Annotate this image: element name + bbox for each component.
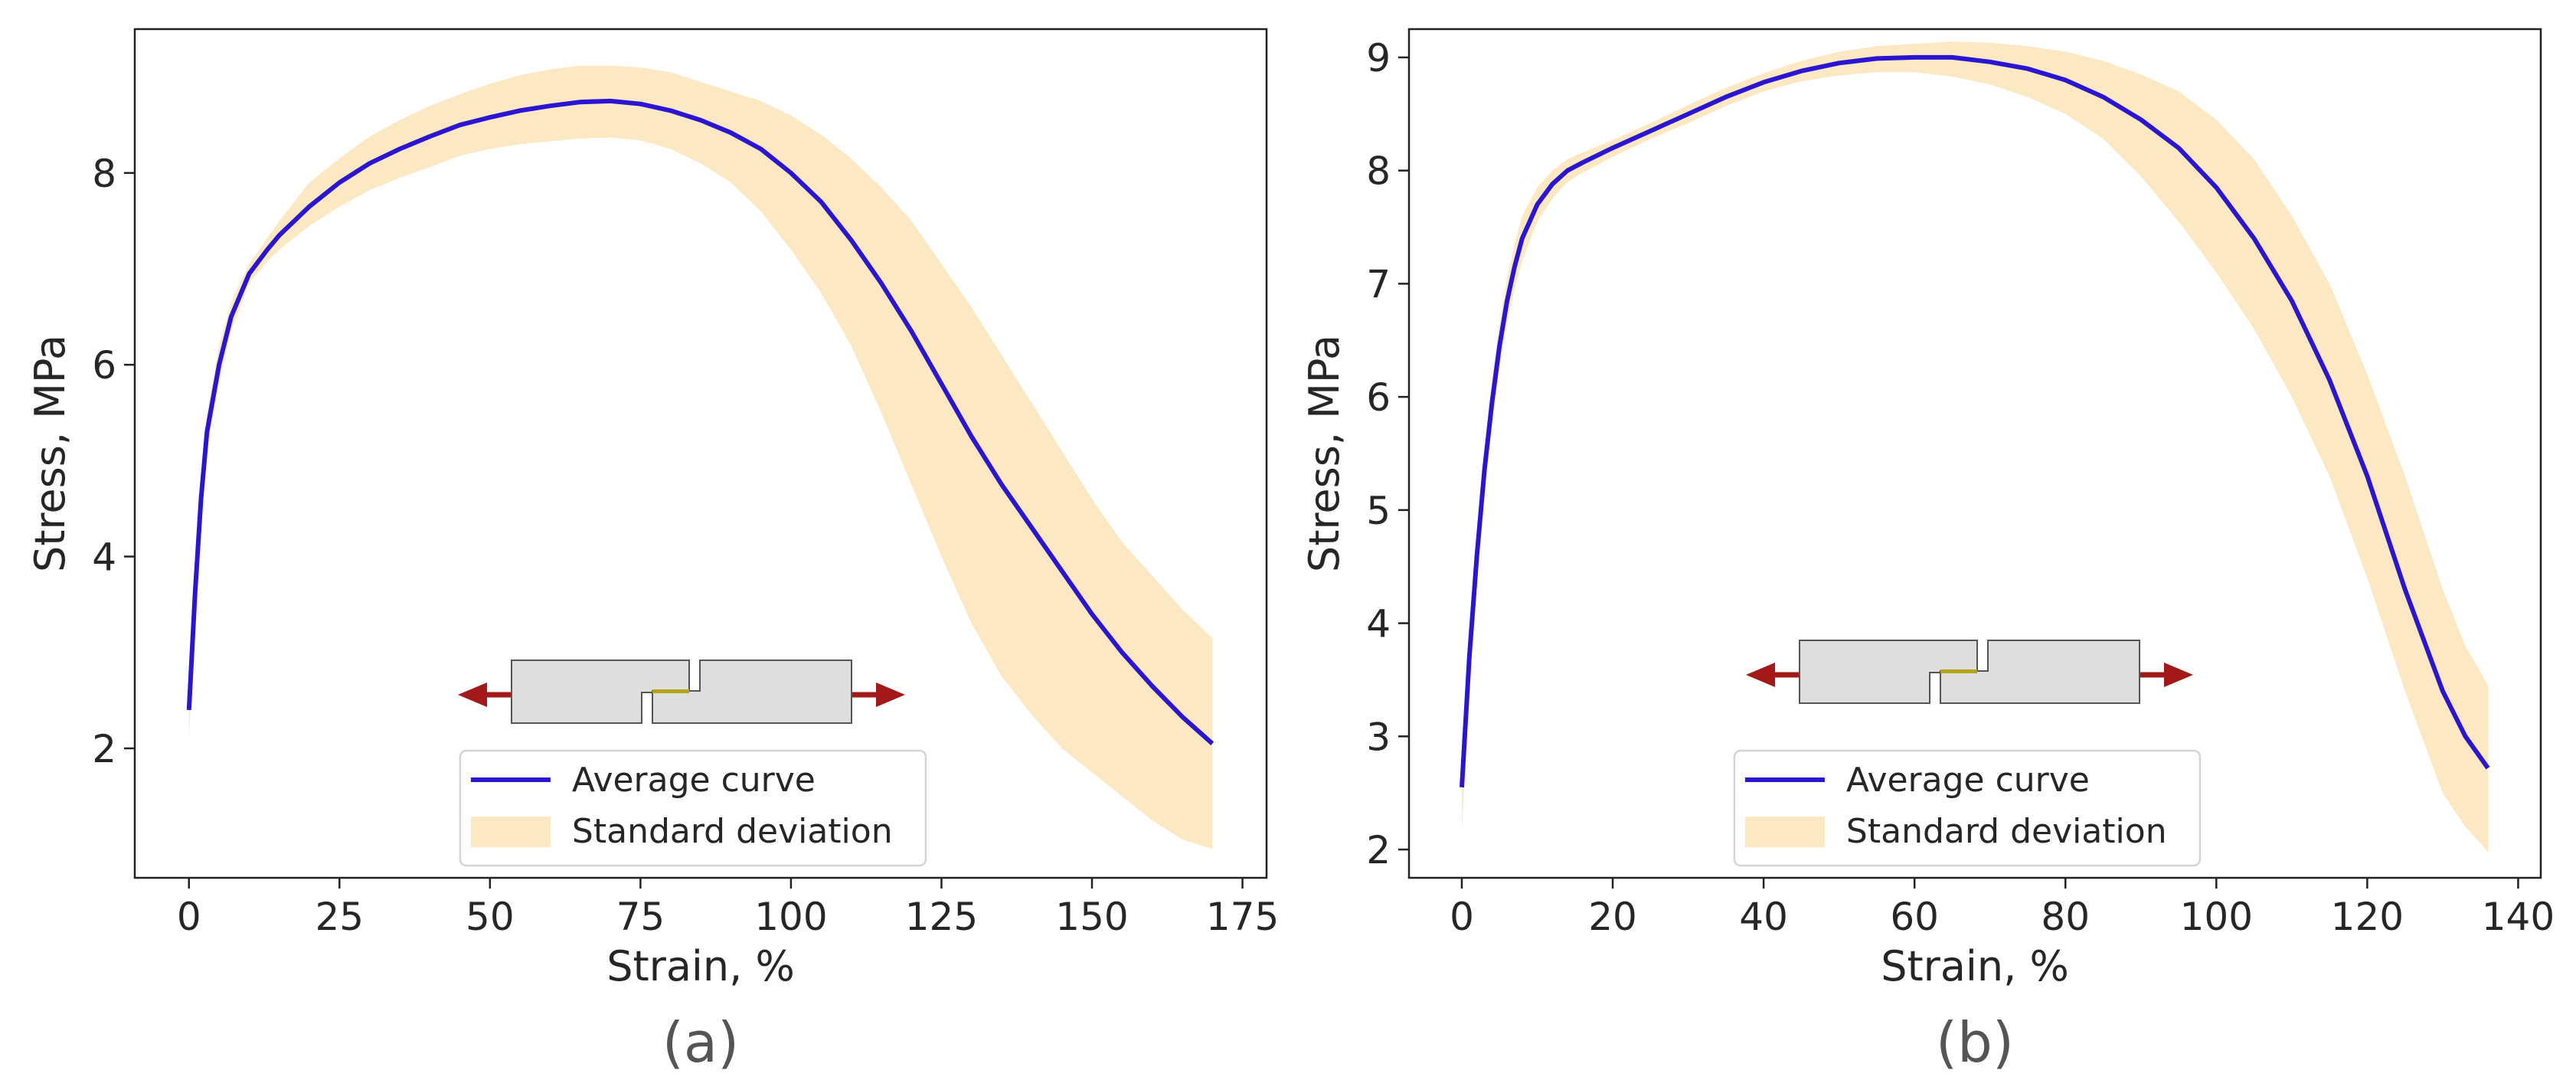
average-curve-line (186, 98, 1214, 745)
legend: Average curve Standard deviation (1733, 749, 2202, 867)
left-arrow-icon (458, 682, 487, 707)
x-tick-label: 120 (2331, 895, 2404, 939)
legend-average-label: Average curve (572, 761, 816, 800)
x-tick-label: 60 (1890, 895, 1939, 939)
right-adherend (652, 660, 852, 724)
legend-box (1733, 749, 2202, 867)
x-tick-label: 0 (1450, 895, 1474, 939)
x-tick-label: 175 (1206, 895, 1279, 939)
y-axis-label: Stress, MPa (26, 335, 74, 572)
chart-panel-b: 0 20 40 60 80 100 120 140 2 3 4 5 6 7 8 9 Strain, % Stres… (1300, 28, 2555, 1075)
legend-std-swatch (470, 817, 551, 847)
left-adherend (1799, 640, 1978, 704)
x-tick-label: 100 (754, 895, 827, 939)
legend-std-label: Standard deviation (1846, 812, 2167, 851)
x-tick-label: 50 (466, 895, 515, 939)
x-tick-label: 20 (1588, 895, 1637, 939)
x-axis-label: Strain, % (1881, 942, 2069, 990)
x-tick-label: 100 (2180, 895, 2253, 939)
y-tick-label: 3 (1366, 715, 1391, 759)
right-arrow-icon (2164, 663, 2193, 687)
y-tick-label: 2 (1366, 828, 1391, 872)
chart-panel-a: 0 25 50 75 100 125 150 175 2 4 6 8 Strain, % Stress, … (26, 28, 1279, 1075)
panel-label: (a) (662, 1010, 739, 1075)
right-adherend (1940, 640, 2140, 704)
left-adherend (511, 660, 690, 724)
x-tick-label: 125 (905, 895, 978, 939)
right-arrow-icon (876, 682, 905, 707)
y-tick-label: 4 (92, 535, 116, 580)
y-tick-label: 6 (92, 343, 116, 388)
y-tick-label: 8 (1366, 149, 1391, 194)
y-tick-label: 2 (92, 727, 116, 771)
x-tick-label: 25 (315, 895, 364, 939)
adhesive-layer (1940, 669, 1977, 673)
panel-label: (b) (1936, 1010, 2014, 1075)
legend: Average curve Standard deviation (459, 749, 927, 867)
y-tick-label: 6 (1366, 375, 1391, 420)
average-curve-line (1460, 54, 2490, 787)
adhesive-layer (652, 689, 689, 693)
x-axis-label: Strain, % (606, 942, 795, 990)
std-deviation-band (1462, 41, 2488, 852)
legend-average-label: Average curve (1846, 761, 2090, 800)
plot-frame (1407, 28, 2542, 879)
x-tick-label: 150 (1055, 895, 1128, 939)
x-tick-label: 0 (177, 895, 201, 939)
y-tick-label: 9 (1366, 36, 1391, 80)
std-deviation-band (188, 65, 1213, 849)
lap-joint-specimen (1746, 640, 2193, 704)
legend-std-label: Standard deviation (572, 812, 893, 851)
plot-frame (133, 28, 1268, 879)
left-arrow-icon (1746, 663, 1775, 687)
x-tick-label: 75 (616, 895, 665, 939)
y-tick-label: 4 (1366, 602, 1391, 646)
legend-box (459, 749, 927, 867)
y-tick-label: 7 (1366, 262, 1391, 306)
y-axis-label: Stress, MPa (1300, 335, 1348, 572)
y-tick-label: 5 (1366, 489, 1391, 533)
lap-joint-specimen (458, 660, 905, 724)
x-tick-label: 140 (2482, 895, 2555, 939)
x-tick-label: 80 (2041, 895, 2090, 939)
x-tick-label: 40 (1739, 895, 1788, 939)
legend-std-swatch (1744, 817, 1825, 847)
y-tick-label: 8 (92, 152, 116, 196)
